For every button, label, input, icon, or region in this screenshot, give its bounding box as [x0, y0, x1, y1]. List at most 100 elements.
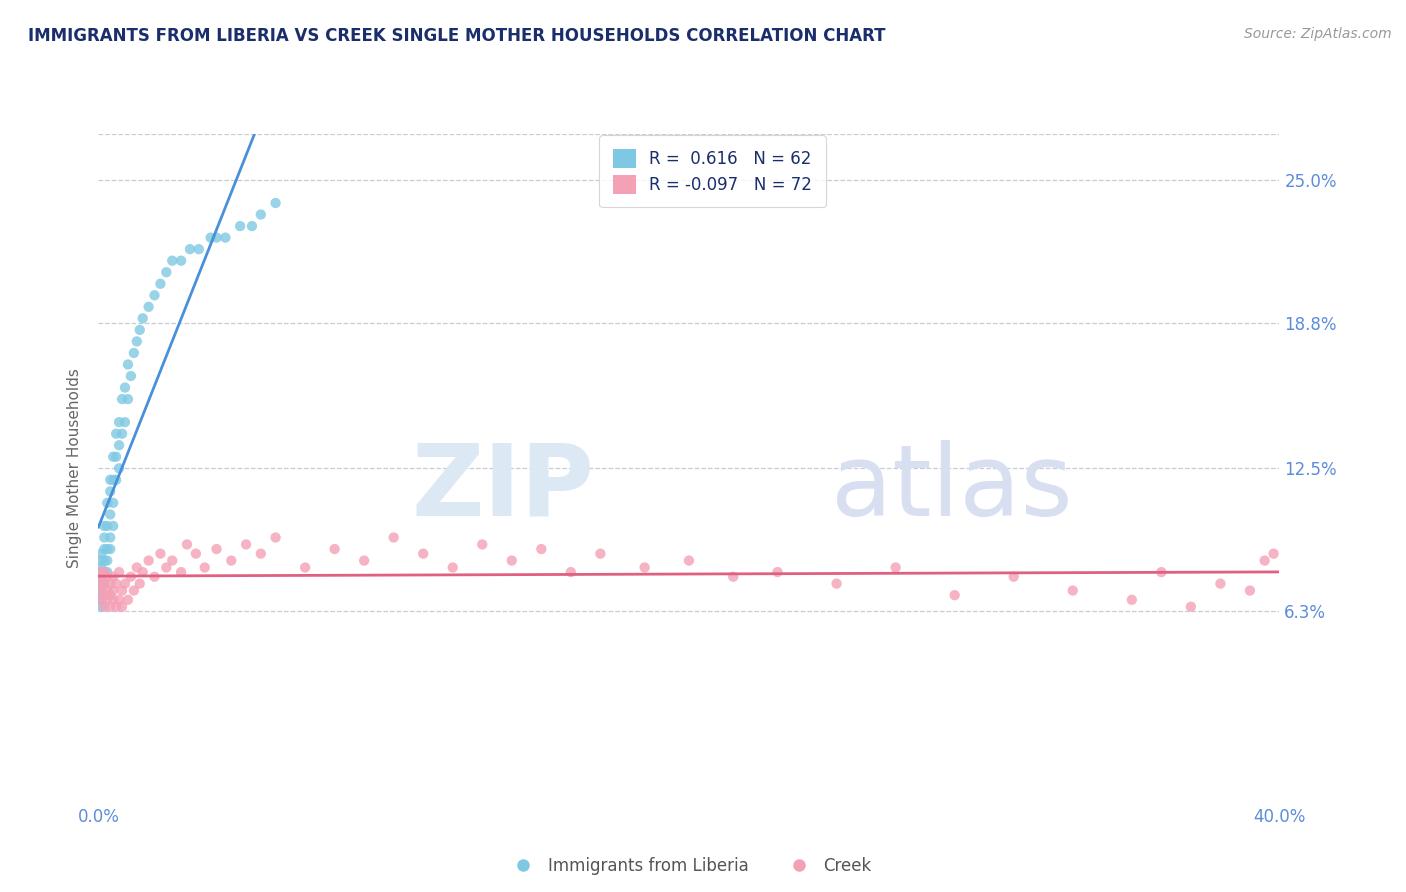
Point [1180, 599, 1202, 614]
Point [943, 588, 966, 602]
Point [90, 547, 112, 561]
Point [176, 537, 198, 551]
Point [149, 547, 172, 561]
Point [179, 242, 201, 256]
Point [155, 265, 177, 279]
Point [501, 553, 523, 567]
Point [723, 570, 745, 584]
Point [170, 253, 193, 268]
Point [122, 583, 145, 598]
Point [96, 570, 118, 584]
Text: ZIP: ZIP [412, 440, 595, 537]
Text: Source: ZipAtlas.com: Source: ZipAtlas.com [1244, 27, 1392, 41]
Point [96, 583, 118, 598]
Point [87, 576, 110, 591]
Point [1062, 583, 1084, 598]
Point [103, 473, 125, 487]
Point [105, 473, 128, 487]
Point [96, 553, 118, 567]
Point [114, 576, 136, 591]
Point [114, 380, 136, 394]
Point [229, 219, 252, 233]
Point [103, 519, 125, 533]
Point [138, 300, 160, 314]
Point [98, 576, 121, 591]
Point [240, 219, 263, 233]
Point [90, 592, 112, 607]
Point [149, 277, 172, 291]
Point [111, 426, 134, 441]
Point [90, 570, 112, 584]
Y-axis label: Single Mother Households: Single Mother Households [67, 368, 83, 568]
Point [108, 565, 131, 579]
Point [138, 553, 160, 567]
Point [90, 576, 112, 591]
Point [471, 537, 494, 551]
Point [103, 496, 125, 510]
Point [93, 542, 115, 557]
Point [105, 426, 128, 441]
Point [184, 547, 207, 561]
Point [323, 542, 346, 557]
Point [633, 560, 655, 574]
Point [219, 553, 242, 567]
Point [96, 519, 118, 533]
Point [214, 230, 236, 244]
Point [125, 334, 148, 349]
Point [120, 369, 142, 384]
Point [87, 588, 110, 602]
Point [93, 519, 115, 533]
Point [205, 542, 228, 557]
Point [98, 473, 121, 487]
Point [93, 576, 115, 591]
Point [87, 592, 110, 607]
Point [412, 547, 434, 561]
Point [96, 542, 118, 557]
Point [122, 346, 145, 360]
Point [93, 531, 115, 545]
Point [143, 570, 166, 584]
Point [105, 576, 128, 591]
Point [530, 542, 553, 557]
Point [111, 583, 134, 598]
Point [132, 565, 155, 579]
Point [155, 560, 177, 574]
Point [90, 570, 112, 584]
Point [200, 230, 222, 244]
Legend: Immigrants from Liberia, Creek: Immigrants from Liberia, Creek [499, 850, 879, 881]
Point [98, 508, 121, 522]
Point [1121, 592, 1143, 607]
Point [128, 576, 150, 591]
Point [162, 253, 183, 268]
Point [96, 592, 118, 607]
Text: IMMIGRANTS FROM LIBERIA VS CREEK SINGLE MOTHER HOUSEHOLDS CORRELATION CHART: IMMIGRANTS FROM LIBERIA VS CREEK SINGLE … [28, 27, 886, 45]
Point [143, 288, 166, 302]
Point [1254, 553, 1277, 567]
Point [98, 531, 121, 545]
Point [117, 358, 139, 372]
Text: atlas: atlas [831, 440, 1073, 537]
Point [132, 311, 155, 326]
Point [766, 565, 789, 579]
Point [98, 542, 121, 557]
Point [96, 496, 118, 510]
Point [114, 415, 136, 429]
Point [103, 450, 125, 464]
Point [93, 588, 115, 602]
Point [884, 560, 907, 574]
Point [108, 592, 131, 607]
Point [250, 208, 273, 222]
Point [90, 583, 112, 598]
Point [93, 599, 115, 614]
Point [264, 196, 287, 211]
Point [125, 560, 148, 574]
Point [294, 560, 316, 574]
Point [98, 588, 121, 602]
Point [589, 547, 612, 561]
Point [105, 599, 128, 614]
Point [93, 576, 115, 591]
Point [90, 583, 112, 598]
Point [103, 583, 125, 598]
Point [90, 565, 112, 579]
Point [382, 531, 405, 545]
